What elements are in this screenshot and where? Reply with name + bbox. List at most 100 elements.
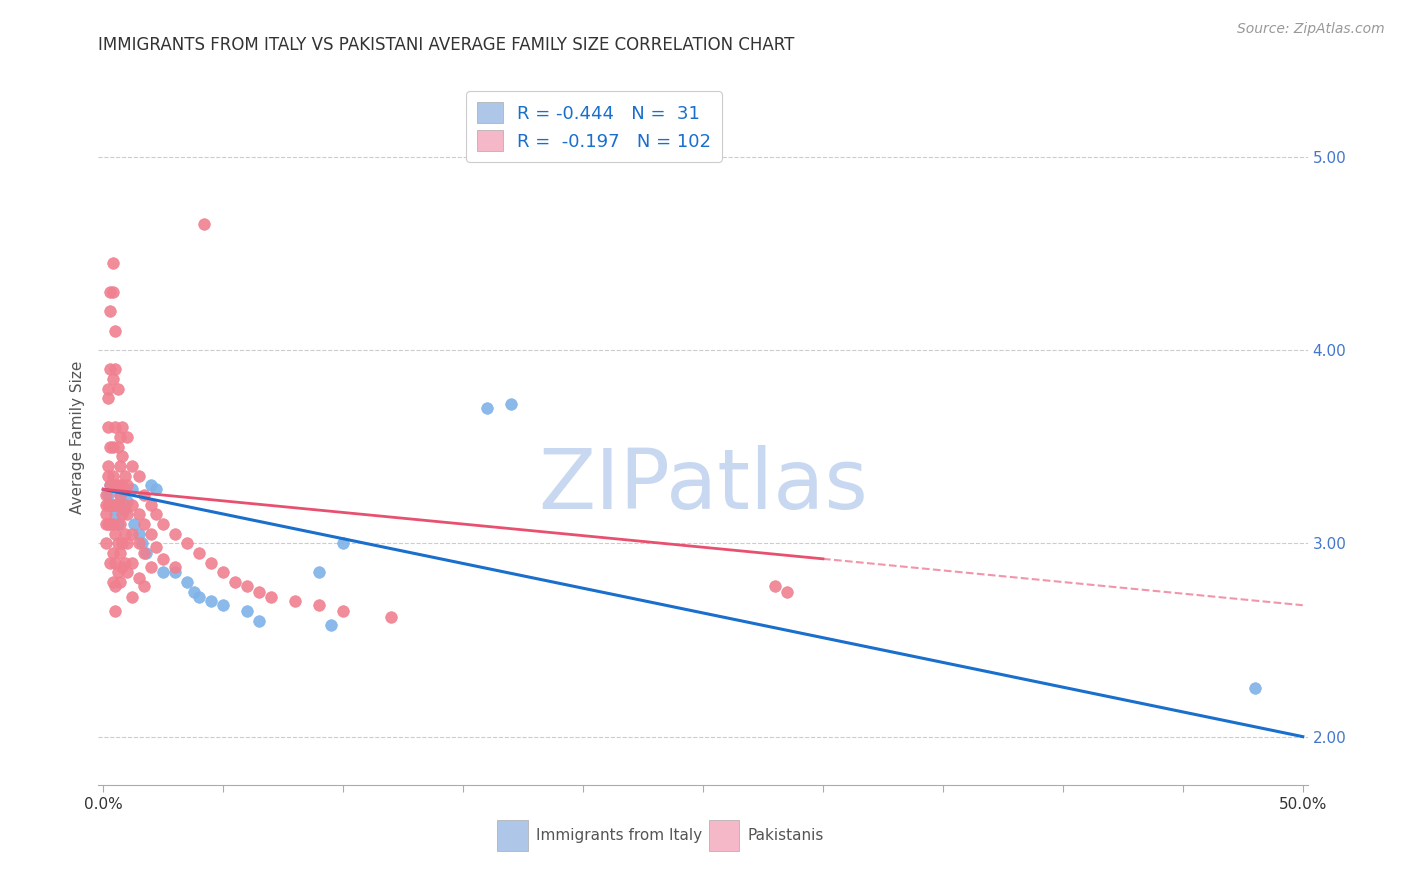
Point [111, 559, 134, 574]
Point [101, 372, 124, 386]
Point [776, 584, 799, 599]
Point [332, 604, 354, 618]
Point [97, 516, 120, 531]
Point [332, 536, 354, 550]
Point [260, 591, 283, 605]
Point [100, 304, 122, 318]
Point [111, 478, 134, 492]
Point [763, 579, 786, 593]
Point [107, 536, 129, 550]
Point [188, 546, 211, 560]
Point [193, 218, 215, 232]
Point [145, 540, 167, 554]
Point [114, 501, 136, 516]
Point [115, 430, 138, 444]
Point [111, 508, 134, 522]
FancyBboxPatch shape [709, 820, 740, 851]
Y-axis label: Average Family Size: Average Family Size [69, 360, 84, 514]
Point [100, 556, 122, 570]
Point [100, 516, 122, 531]
Point [236, 604, 259, 618]
Point [152, 551, 174, 566]
Point [97, 458, 120, 473]
Point [141, 559, 163, 574]
Point [97, 382, 120, 396]
Point [141, 498, 163, 512]
Point [121, 526, 143, 541]
Point [94, 516, 117, 531]
Point [111, 536, 134, 550]
Point [94, 498, 117, 512]
Point [128, 468, 150, 483]
Point [1243, 681, 1265, 696]
Point [104, 579, 127, 593]
Point [108, 488, 131, 502]
Point [108, 546, 131, 560]
Point [108, 430, 131, 444]
Point [101, 468, 124, 483]
Point [188, 591, 211, 605]
Point [132, 488, 155, 502]
Point [101, 256, 124, 270]
Text: Pakistanis: Pakistanis [748, 829, 824, 843]
Point [104, 498, 127, 512]
Point [100, 285, 122, 299]
Point [145, 508, 167, 522]
Text: ZIPatlas: ZIPatlas [538, 445, 868, 526]
Point [284, 594, 307, 608]
Point [94, 488, 117, 502]
Point [499, 397, 522, 411]
Point [321, 617, 343, 632]
Point [152, 566, 174, 580]
Point [247, 584, 270, 599]
Point [115, 478, 138, 492]
Point [115, 508, 138, 522]
Point [107, 478, 129, 492]
Point [128, 508, 150, 522]
Point [475, 401, 498, 415]
Point [104, 362, 127, 376]
Point [101, 498, 124, 512]
Point [108, 458, 131, 473]
Point [115, 566, 138, 580]
Point [97, 420, 120, 434]
Point [114, 498, 136, 512]
Point [108, 574, 131, 589]
Point [176, 536, 198, 550]
Point [121, 498, 143, 512]
Point [183, 584, 205, 599]
Point [308, 598, 330, 612]
Point [165, 526, 187, 541]
Point [104, 324, 127, 338]
Point [128, 536, 150, 550]
Point [115, 536, 138, 550]
Point [107, 516, 129, 531]
Text: Source: ZipAtlas.com: Source: ZipAtlas.com [1237, 22, 1385, 37]
Point [132, 516, 155, 531]
Point [145, 482, 167, 496]
Point [107, 382, 129, 396]
Point [94, 536, 117, 550]
Point [101, 440, 124, 454]
Point [165, 559, 187, 574]
Point [104, 604, 127, 618]
Point [128, 571, 150, 585]
Point [100, 478, 122, 492]
Text: Immigrants from Italy: Immigrants from Italy [536, 829, 702, 843]
Point [380, 610, 402, 624]
Point [124, 516, 146, 531]
Point [121, 591, 143, 605]
Point [115, 493, 138, 508]
Point [132, 546, 155, 560]
Point [94, 508, 117, 522]
Point [200, 556, 222, 570]
Point [131, 536, 153, 550]
Point [101, 285, 124, 299]
Point [108, 516, 131, 531]
FancyBboxPatch shape [498, 820, 527, 851]
Point [97, 488, 120, 502]
Point [121, 556, 143, 570]
Point [101, 574, 124, 589]
Point [128, 526, 150, 541]
Point [107, 440, 129, 454]
